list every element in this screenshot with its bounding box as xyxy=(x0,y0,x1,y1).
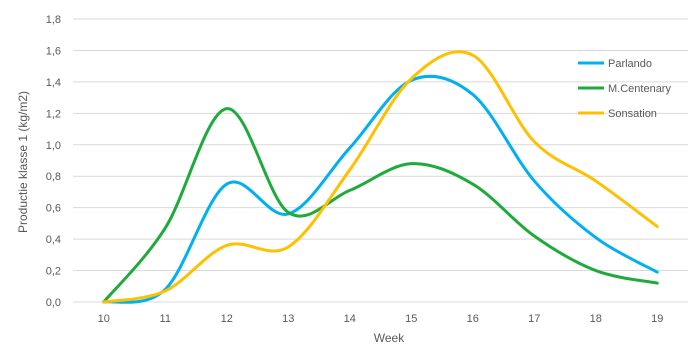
x-tick-label: 15 xyxy=(405,313,417,325)
y-tick-label: 1,4 xyxy=(46,77,61,89)
y-tick-label: 0,0 xyxy=(46,297,61,309)
y-tick-label: 1,8 xyxy=(46,14,61,26)
gridlines xyxy=(73,18,688,303)
y-tick-label: 0,2 xyxy=(46,266,61,278)
legend-label-parlando: Parlando xyxy=(608,58,652,70)
y-tick-label: 0,4 xyxy=(46,234,61,246)
x-tick-label: 11 xyxy=(160,313,171,325)
x-tick-label: 19 xyxy=(651,313,663,325)
y-axis-ticks: 0,0 0,2 0,4 0,6 0,8 1,0 1,2 1,4 1,6 1,8 xyxy=(46,14,61,309)
x-axis-ticks: 10 11 12 13 14 15 16 17 18 19 xyxy=(98,313,664,325)
x-tick-label: 13 xyxy=(282,313,294,325)
x-tick-label: 17 xyxy=(528,313,540,325)
y-tick-label: 1,6 xyxy=(46,45,61,57)
x-tick-label: 18 xyxy=(590,313,602,325)
legend-label-sonsation: Sonsation xyxy=(608,108,657,120)
legend: Parlando M.Centenary Sonsation xyxy=(578,58,671,120)
series-line-sonsation xyxy=(102,50,659,304)
x-tick-label: 12 xyxy=(221,313,233,325)
y-tick-label: 0,8 xyxy=(46,171,61,183)
series-line-m-centenary xyxy=(102,107,659,304)
x-tick-label: 14 xyxy=(344,313,356,325)
series-lines xyxy=(102,50,659,304)
x-tick-label: 16 xyxy=(467,313,479,325)
legend-label-m-centenary: M.Centenary xyxy=(608,83,671,95)
y-tick-label: 0,6 xyxy=(46,203,61,215)
y-tick-label: 1,2 xyxy=(46,108,61,120)
series-line-parlando xyxy=(102,74,659,304)
y-axis-title: Productie klasse 1 (kg/m2) xyxy=(16,91,30,233)
y-tick-label: 1,0 xyxy=(46,140,61,152)
x-axis-title: Week xyxy=(374,331,405,345)
x-tick-label: 10 xyxy=(98,313,110,325)
